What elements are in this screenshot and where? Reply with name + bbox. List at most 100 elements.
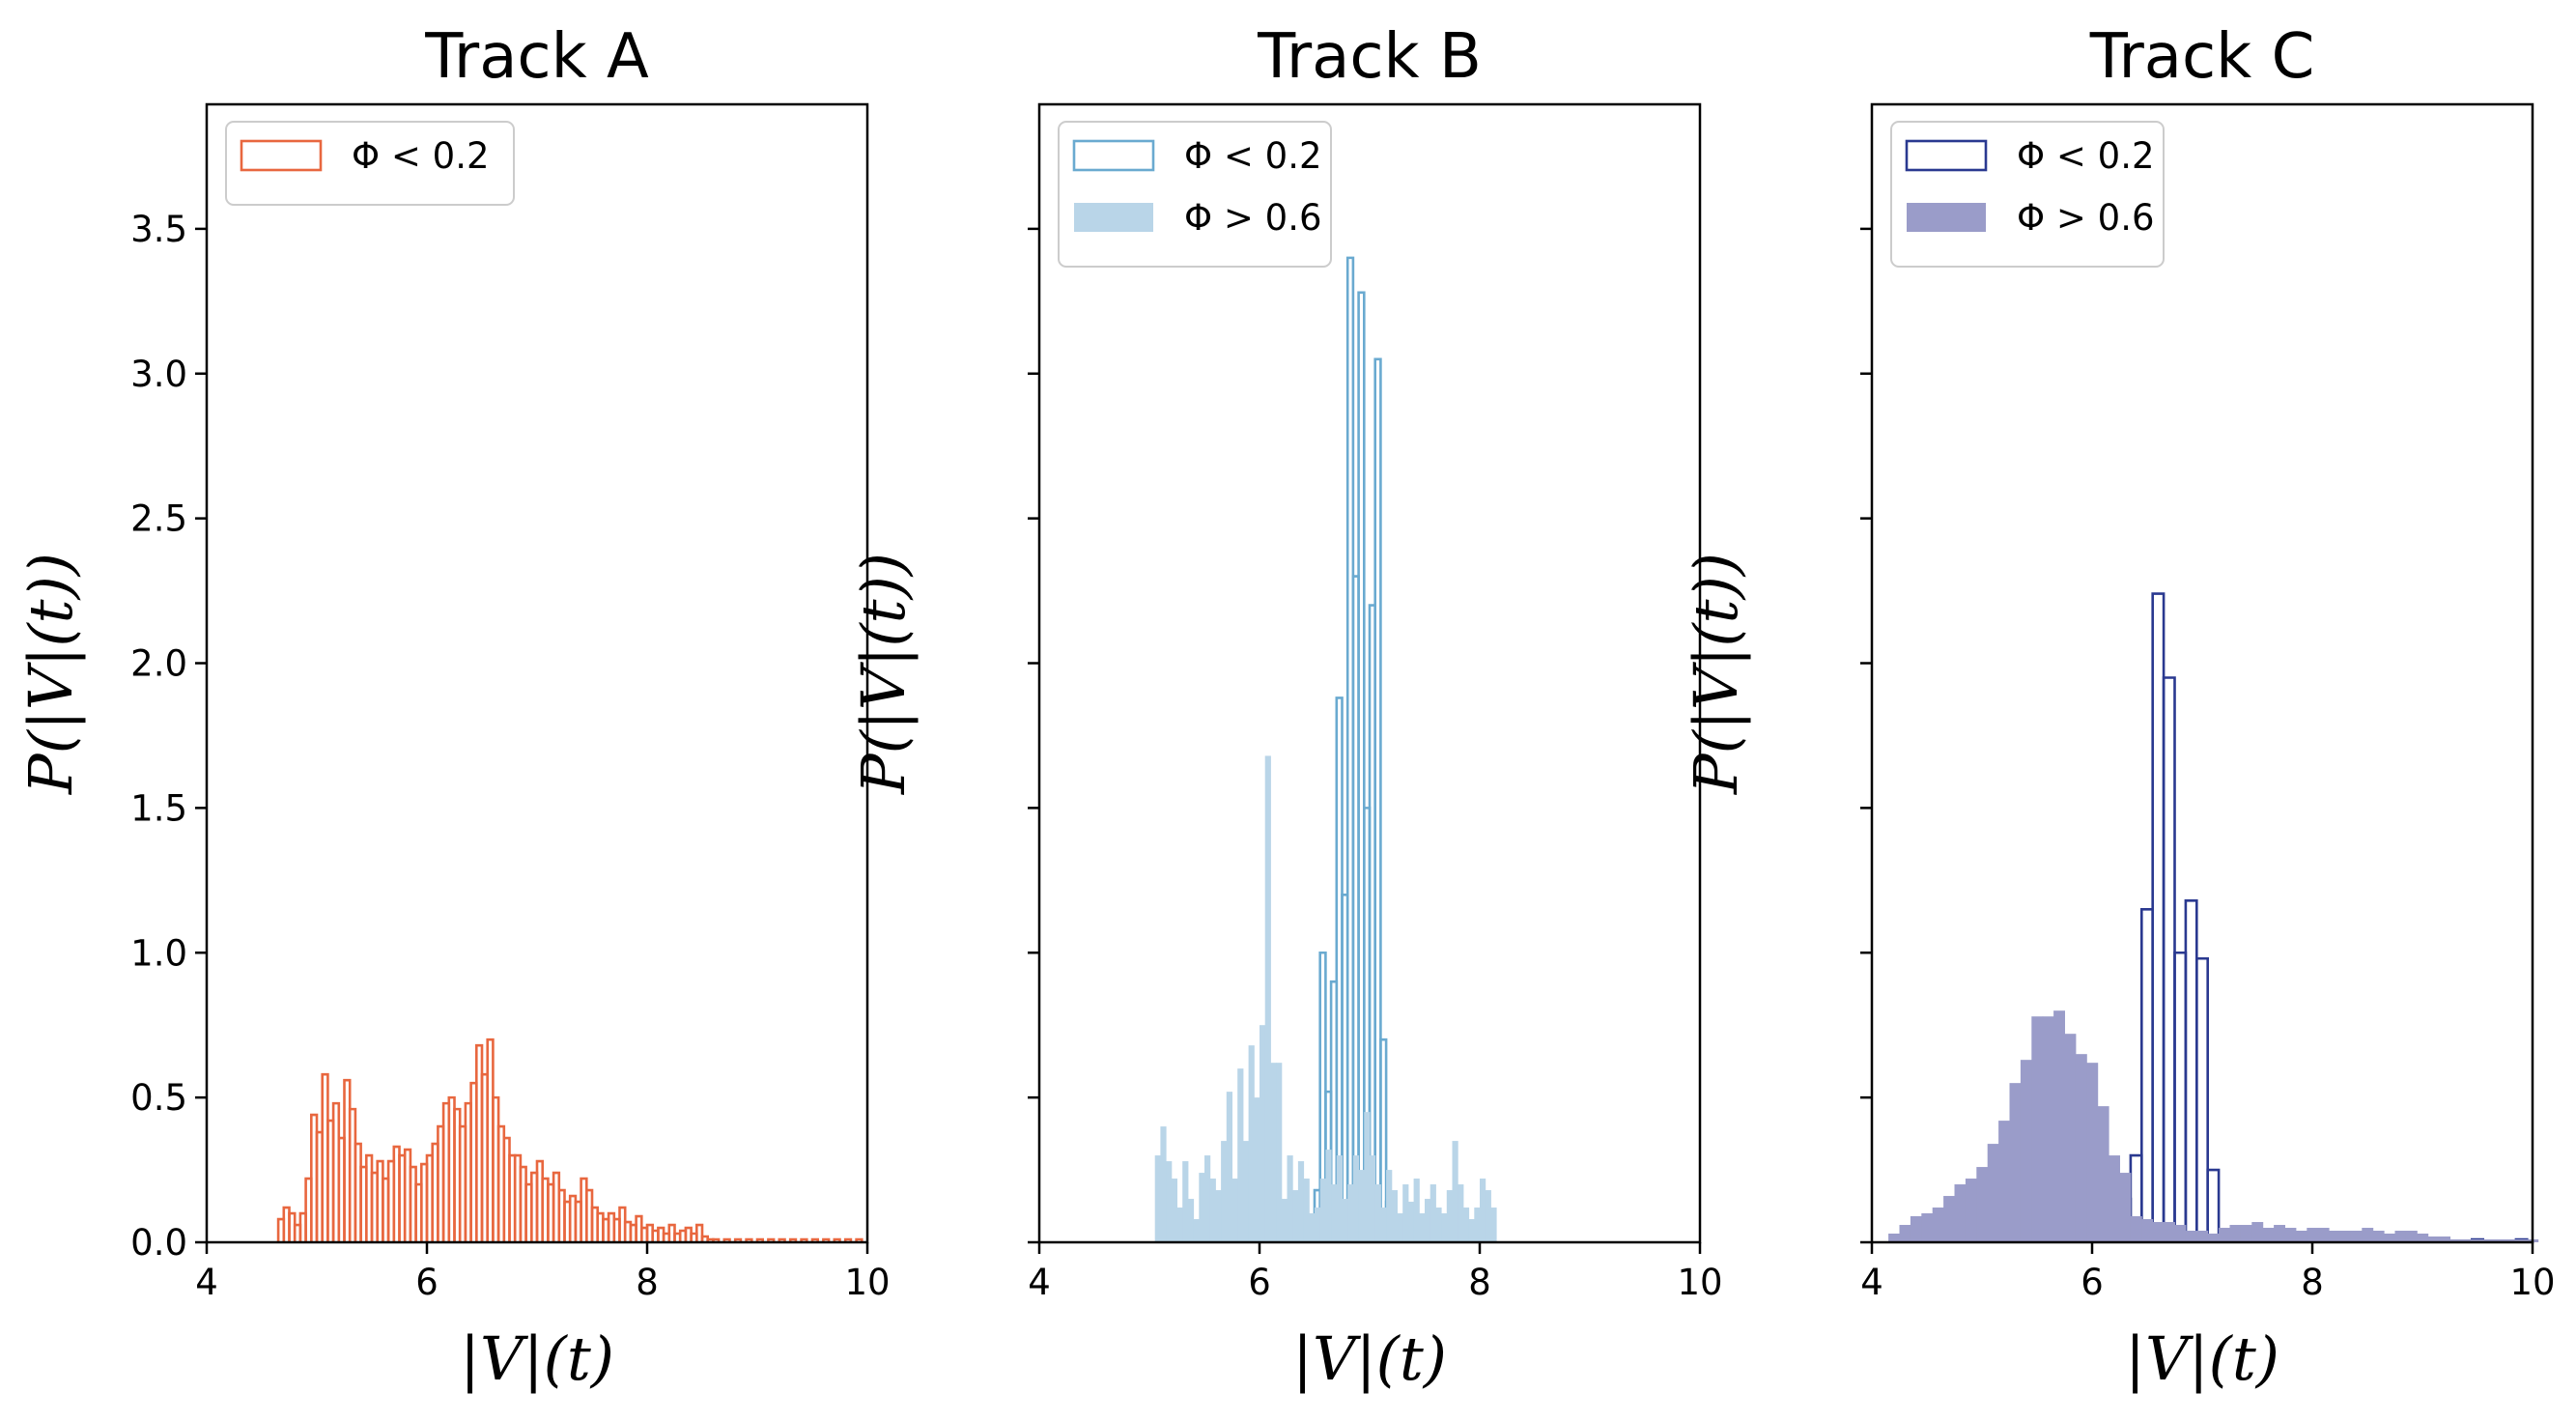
bar-2-1-21 (2119, 1173, 2132, 1242)
bar-1-1-18 (1254, 1097, 1260, 1242)
bar-2-1-1 (1899, 1225, 1911, 1242)
bar-1-1-54 (1452, 1141, 1458, 1242)
bar-2-1-41 (2339, 1231, 2352, 1242)
x-axis-label-1: |V|(t) (1292, 1323, 1447, 1394)
bar-1-1-0 (1154, 1155, 1161, 1242)
bar-1-1-47 (1413, 1179, 1420, 1242)
x-tick-label-0-3: 10 (844, 1262, 890, 1303)
bar-2-1-50 (2439, 1236, 2450, 1242)
bar-2-1-23 (2141, 1219, 2154, 1242)
bar-1-1-33 (1336, 1155, 1343, 1242)
x-tick-label-1-1: 6 (1248, 1262, 1271, 1303)
bar-1-1-5 (1182, 1161, 1189, 1242)
bar-1-1-14 (1231, 1179, 1238, 1242)
bar-2-1-42 (2350, 1231, 2363, 1242)
bar-2-1-8 (1976, 1167, 1989, 1242)
bar-1-1-32 (1331, 1184, 1338, 1242)
bar-2-1-0 (1888, 1234, 1900, 1242)
bar-1-1-51 (1435, 1208, 1442, 1242)
bar-1-1-11 (1215, 1190, 1222, 1242)
axes-frame-2 (1870, 102, 2534, 1244)
series-2-1 (1888, 1010, 2539, 1242)
bar-1-1-60 (1485, 1190, 1491, 1242)
axes-frame-0 (205, 102, 869, 1244)
x-tick-label-1-0: 4 (1028, 1262, 1051, 1303)
bar-2-1-6 (1954, 1184, 1967, 1242)
panel-2: 4 6 8 10 Track C |V|(t) P(|V|(t)) Φ < 0.2 Φ > 0.… (1681, 21, 2556, 1394)
bar-2-1-45 (2384, 1234, 2395, 1242)
bar-2-1-29 (2207, 1234, 2220, 1242)
bar-1-1-57 (1468, 1219, 1475, 1242)
bar-2-1-44 (2372, 1231, 2385, 1242)
bar-2-1-17 (2075, 1054, 2087, 1242)
panel-1: 4 6 8 10 Track B |V|(t) P(|V|(t)) Φ < 0.2 Φ > 0.… (848, 21, 1723, 1394)
bar-2-1-15 (2053, 1010, 2065, 1242)
bar-2-1-4 (1932, 1208, 1944, 1242)
bar-2-1-53 (2472, 1239, 2484, 1242)
y-axis-label-2: P(|V|(t)) (1681, 553, 1751, 795)
bar-1-1-34 (1342, 1199, 1348, 1242)
bar-2-1-36 (2284, 1228, 2297, 1242)
y-tick-label-0-1: 0.5 (130, 1077, 187, 1119)
step-bin-0-0-92 (855, 1237, 863, 1242)
legend-label-2-1: Φ > 0.6 (2017, 197, 2155, 239)
x-axis-label-0: |V|(t) (460, 1323, 614, 1394)
bar-1-1-16 (1242, 1141, 1250, 1242)
bar-2-1-27 (2185, 1231, 2197, 1242)
y-tick-label-0-2: 1.0 (130, 932, 187, 974)
legend-label-1-0: Φ < 0.2 (1184, 135, 1322, 177)
bar-2-1-52 (2460, 1239, 2473, 1242)
bar-2-1-25 (2164, 1222, 2175, 1242)
bar-2-1-43 (2362, 1228, 2374, 1242)
bar-2-1-14 (2042, 1016, 2054, 1242)
step-bin-0-0-89 (822, 1237, 831, 1242)
bar-1-1-19 (1260, 1025, 1266, 1242)
bar-2-1-34 (2262, 1228, 2275, 1242)
panel-0: 4 6 8 10 0.0 0.5 1.0 1.5 2.0 2.5 3.0 3.5 Track A |V|(… (15, 21, 891, 1394)
legend-swatch-1-0 (1072, 139, 1155, 172)
bar-1-1-21 (1270, 1063, 1277, 1242)
step-bin-0-0-83 (755, 1237, 764, 1242)
x-tick-label-0-2: 8 (636, 1262, 659, 1303)
bar-1-1-49 (1425, 1199, 1431, 1242)
bar-1-1-38 (1364, 1112, 1371, 1242)
step-bin-0-0-88 (810, 1237, 819, 1242)
bar-1-1-52 (1441, 1213, 1448, 1242)
bar-2-1-30 (2219, 1228, 2230, 1242)
x-tick-label-0-0: 4 (195, 1262, 218, 1303)
bar-1-1-1 (1160, 1126, 1167, 1242)
step-bin-0-0-79 (712, 1237, 721, 1242)
bar-1-1-24 (1287, 1155, 1293, 1242)
bar-1-1-2 (1166, 1161, 1173, 1242)
step-bin-0-0-90 (833, 1237, 841, 1242)
bar-2-1-57 (2515, 1239, 2528, 1242)
y-tick-label-0-0: 0.0 (130, 1222, 187, 1264)
bar-1-1-4 (1176, 1208, 1183, 1242)
legend-2: Φ < 0.2 Φ > 0.6 (1890, 121, 2165, 268)
legend-label-1-1: Φ > 0.6 (1184, 197, 1322, 239)
bar-2-1-48 (2417, 1234, 2429, 1242)
bar-2-1-32 (2240, 1225, 2252, 1242)
bar-2-1-13 (2031, 1016, 2044, 1242)
bar-1-1-42 (1386, 1170, 1393, 1242)
bar-1-1-40 (1374, 1184, 1381, 1242)
bar-1-1-58 (1474, 1208, 1481, 1242)
bar-1-1-27 (1303, 1179, 1310, 1242)
bar-1-1-50 (1430, 1184, 1436, 1242)
legend-swatch-2-1 (1907, 203, 1986, 232)
bar-2-1-5 (1943, 1196, 1955, 1242)
step-bin-2-0-11 (2206, 1168, 2221, 1242)
step-bin-0-0-91 (843, 1237, 853, 1242)
bar-1-1-23 (1281, 1199, 1288, 1242)
bar-2-1-16 (2064, 1034, 2077, 1242)
y-tick-label-0-7: 3.5 (130, 209, 187, 250)
bar-1-1-45 (1402, 1184, 1409, 1242)
bar-1-1-41 (1380, 1208, 1387, 1242)
bar-1-1-35 (1347, 1184, 1354, 1242)
step-bin-2-0-10 (2195, 956, 2209, 1242)
bar-2-1-26 (2174, 1225, 2187, 1242)
bar-2-1-55 (2494, 1239, 2505, 1242)
bar-2-1-19 (2097, 1106, 2109, 1242)
bar-2-1-9 (1987, 1144, 1999, 1242)
bar-2-1-7 (1965, 1179, 1977, 1242)
